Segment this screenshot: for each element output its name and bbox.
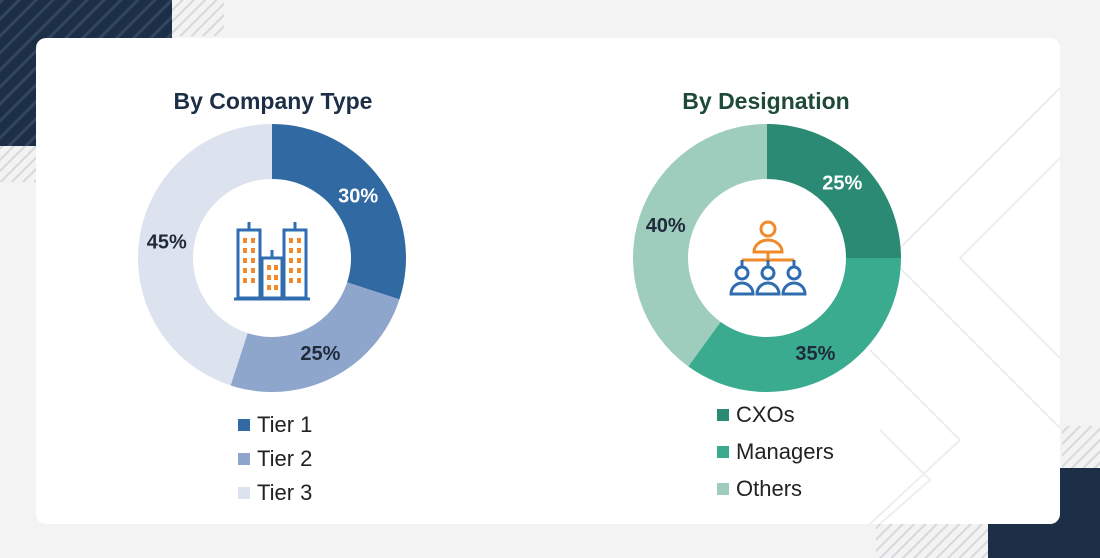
legend-label: Managers: [736, 438, 834, 464]
corner-hatch-right: [1062, 426, 1100, 468]
legend-swatch-tier-3: [238, 487, 250, 499]
designation-slice-label-3: 40%: [646, 215, 686, 237]
legend-label: Others: [736, 475, 803, 501]
legend-swatch-tier-1: [238, 419, 250, 431]
legend-item: Others: [717, 470, 834, 507]
buildings-icon: [234, 222, 310, 301]
company-type-title: By Company Type: [173, 88, 373, 114]
legend-item: Managers: [717, 433, 834, 470]
designation-slice-label-1: 25%: [822, 173, 862, 195]
designation-slice-3: [633, 124, 767, 367]
company-type-slice-label-3: 45%: [147, 231, 187, 253]
legend-label: Tier 3: [257, 480, 313, 505]
corner-hatch-left: [0, 146, 36, 182]
designation-title: By Designation: [682, 88, 850, 114]
company-type-slice-3: [137, 124, 272, 386]
company-type-legend: Tier 1 Tier 2 Tier 3: [238, 408, 312, 510]
legend-swatch-tier-2: [238, 453, 250, 465]
legend-label: Tier 1: [257, 412, 313, 437]
company-type-slice-1: [272, 124, 406, 300]
designation-slice-1: [767, 124, 901, 258]
legend-swatch-cxos: [717, 408, 729, 421]
legend-item: Tier 1: [238, 408, 312, 442]
legend-item: CXOs: [717, 396, 834, 433]
hierarchy-icon: [729, 220, 807, 296]
designation-slice-2: [688, 258, 901, 392]
legend-swatch-others: [717, 482, 729, 495]
corner-hatch-top: [172, 0, 224, 36]
legend-item: Tier 3: [238, 476, 312, 510]
legend-label: CXOs: [736, 401, 795, 427]
designation-legend: CXOs Managers Others: [717, 396, 834, 507]
legend-swatch-managers: [717, 445, 729, 458]
legend-label: Tier 2: [257, 446, 313, 471]
company-type-slice-label-1: 30%: [338, 185, 378, 207]
legend-item: Tier 2: [238, 442, 312, 476]
company-type-slice-2: [230, 282, 400, 392]
company-type-slice-label-2: 25%: [300, 343, 340, 365]
corner-hatch-bottom: [876, 524, 988, 558]
designation-slice-label-2: 35%: [795, 343, 835, 365]
